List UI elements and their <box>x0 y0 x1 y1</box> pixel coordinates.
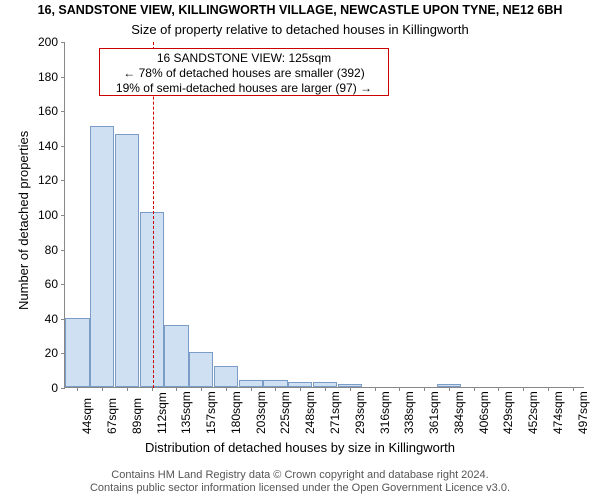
y-tick-mark <box>61 250 65 251</box>
subject-property-annotation: 16 SANDSTONE VIEW: 125sqm← 78% of detach… <box>99 48 389 96</box>
chart-container: { "title_line1": "16, SANDSTONE VIEW, KI… <box>0 0 600 500</box>
y-tick-label: 100 <box>2 208 58 222</box>
y-tick-labels: 020406080100120140160180200 <box>0 42 58 388</box>
x-tick-label: 44sqm <box>80 398 94 434</box>
footer-line-1: Contains HM Land Registry data © Crown c… <box>0 469 600 483</box>
x-tick-label: 271sqm <box>328 391 342 434</box>
y-tick-label: 160 <box>2 104 58 118</box>
x-tick-label: 112sqm <box>155 392 169 434</box>
y-tick-mark <box>61 180 65 181</box>
x-tick-label: 157sqm <box>204 391 218 434</box>
x-tick-labels: 44sqm 67sqm 89sqm 112sqm 135sqm 157sqm 180sqm 2… <box>64 388 584 443</box>
y-tick-mark <box>61 215 65 216</box>
annotation-line-1: 16 SANDSTONE VIEW: 125sqm <box>102 51 386 66</box>
y-tick-mark <box>61 42 65 43</box>
y-tick-label: 120 <box>2 173 58 187</box>
y-tick-label: 0 <box>2 381 58 395</box>
x-tick-label: 67sqm <box>105 398 119 434</box>
y-tick-label: 40 <box>2 312 58 326</box>
y-tick-label: 60 <box>2 277 58 291</box>
x-tick-label: 203sqm <box>254 391 268 434</box>
plot-area: 16 SANDSTONE VIEW: 125sqm← 78% of detach… <box>64 42 584 388</box>
y-tick-label: 20 <box>2 346 58 360</box>
annotation-line-2: ← 78% of detached houses are smaller (39… <box>102 66 386 81</box>
histogram-bar <box>189 352 213 387</box>
x-tick-label: 316sqm <box>378 391 392 434</box>
histogram-bar <box>90 126 114 387</box>
histogram-bar <box>263 380 287 387</box>
chart-footer: Contains HM Land Registry data © Crown c… <box>0 469 600 497</box>
x-axis-label: Distribution of detached houses by size … <box>0 440 600 455</box>
chart-title-line2: Size of property relative to detached ho… <box>0 22 600 37</box>
x-tick-label: 406sqm <box>477 391 491 434</box>
histogram-bar <box>65 318 89 387</box>
x-tick-label: 225sqm <box>278 391 292 434</box>
histogram-bar <box>239 380 263 387</box>
y-tick-label: 140 <box>2 139 58 153</box>
x-tick-label: 248sqm <box>303 391 317 434</box>
y-tick-label: 200 <box>2 35 58 49</box>
histogram-bar <box>115 134 139 387</box>
x-tick-label: 338sqm <box>402 391 416 434</box>
footer-line-2: Contains public sector information licen… <box>0 482 600 496</box>
x-tick-label: 497sqm <box>576 391 590 434</box>
y-tick-mark <box>61 77 65 78</box>
x-tick-label: 180sqm <box>229 391 243 434</box>
annotation-line-3: 19% of semi-detached houses are larger (… <box>102 81 386 96</box>
x-tick-label: 429sqm <box>501 391 515 434</box>
y-tick-mark <box>61 146 65 147</box>
x-tick-label: 293sqm <box>353 391 367 434</box>
y-tick-label: 80 <box>2 243 58 257</box>
y-tick-mark <box>61 284 65 285</box>
histogram-bar <box>214 366 238 387</box>
x-tick-label: 452sqm <box>526 391 540 434</box>
y-tick-label: 180 <box>2 70 58 84</box>
x-tick-label: 135sqm <box>179 391 193 434</box>
y-tick-mark <box>61 111 65 112</box>
histogram-bar <box>140 212 164 387</box>
histogram-bar <box>164 325 188 387</box>
chart-title-line1: 16, SANDSTONE VIEW, KILLINGWORTH VILLAGE… <box>0 3 600 17</box>
x-tick-label: 361sqm <box>427 391 441 434</box>
x-tick-label: 384sqm <box>452 391 466 434</box>
x-tick-label: 474sqm <box>551 391 565 434</box>
x-tick-label: 89sqm <box>130 398 144 434</box>
